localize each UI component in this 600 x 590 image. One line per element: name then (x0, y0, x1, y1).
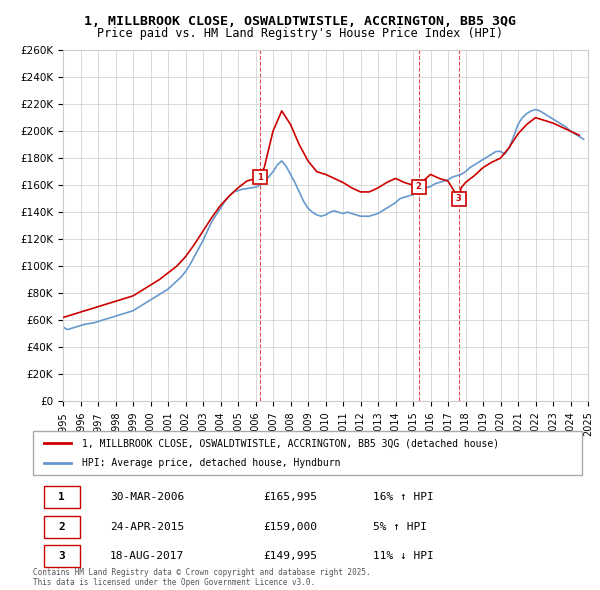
FancyBboxPatch shape (44, 516, 80, 537)
Text: Price paid vs. HM Land Registry's House Price Index (HPI): Price paid vs. HM Land Registry's House … (97, 27, 503, 40)
Text: £149,995: £149,995 (263, 551, 317, 561)
Text: 1, MILLBROOK CLOSE, OSWALDTWISTLE, ACCRINGTON, BB5 3QG (detached house): 1, MILLBROOK CLOSE, OSWALDTWISTLE, ACCRI… (82, 438, 500, 448)
Text: £165,995: £165,995 (263, 492, 317, 502)
Text: 18-AUG-2017: 18-AUG-2017 (110, 551, 184, 561)
Text: 11% ↓ HPI: 11% ↓ HPI (373, 551, 434, 561)
Text: £159,000: £159,000 (263, 522, 317, 532)
Text: Contains HM Land Registry data © Crown copyright and database right 2025.
This d: Contains HM Land Registry data © Crown c… (33, 568, 371, 587)
Text: 1: 1 (58, 492, 65, 502)
Text: 1: 1 (257, 172, 263, 182)
Text: 24-APR-2015: 24-APR-2015 (110, 522, 184, 532)
Text: 3: 3 (58, 551, 65, 561)
Text: 2: 2 (416, 182, 422, 191)
FancyBboxPatch shape (44, 545, 80, 567)
Text: HPI: Average price, detached house, Hyndburn: HPI: Average price, detached house, Hynd… (82, 458, 341, 467)
Text: 30-MAR-2006: 30-MAR-2006 (110, 492, 184, 502)
FancyBboxPatch shape (33, 431, 582, 475)
Text: 16% ↑ HPI: 16% ↑ HPI (373, 492, 434, 502)
FancyBboxPatch shape (44, 486, 80, 508)
Text: 1, MILLBROOK CLOSE, OSWALDTWISTLE, ACCRINGTON, BB5 3QG: 1, MILLBROOK CLOSE, OSWALDTWISTLE, ACCRI… (84, 15, 516, 28)
Text: 3: 3 (456, 194, 462, 203)
Text: 5% ↑ HPI: 5% ↑ HPI (373, 522, 427, 532)
Text: 2: 2 (58, 522, 65, 532)
